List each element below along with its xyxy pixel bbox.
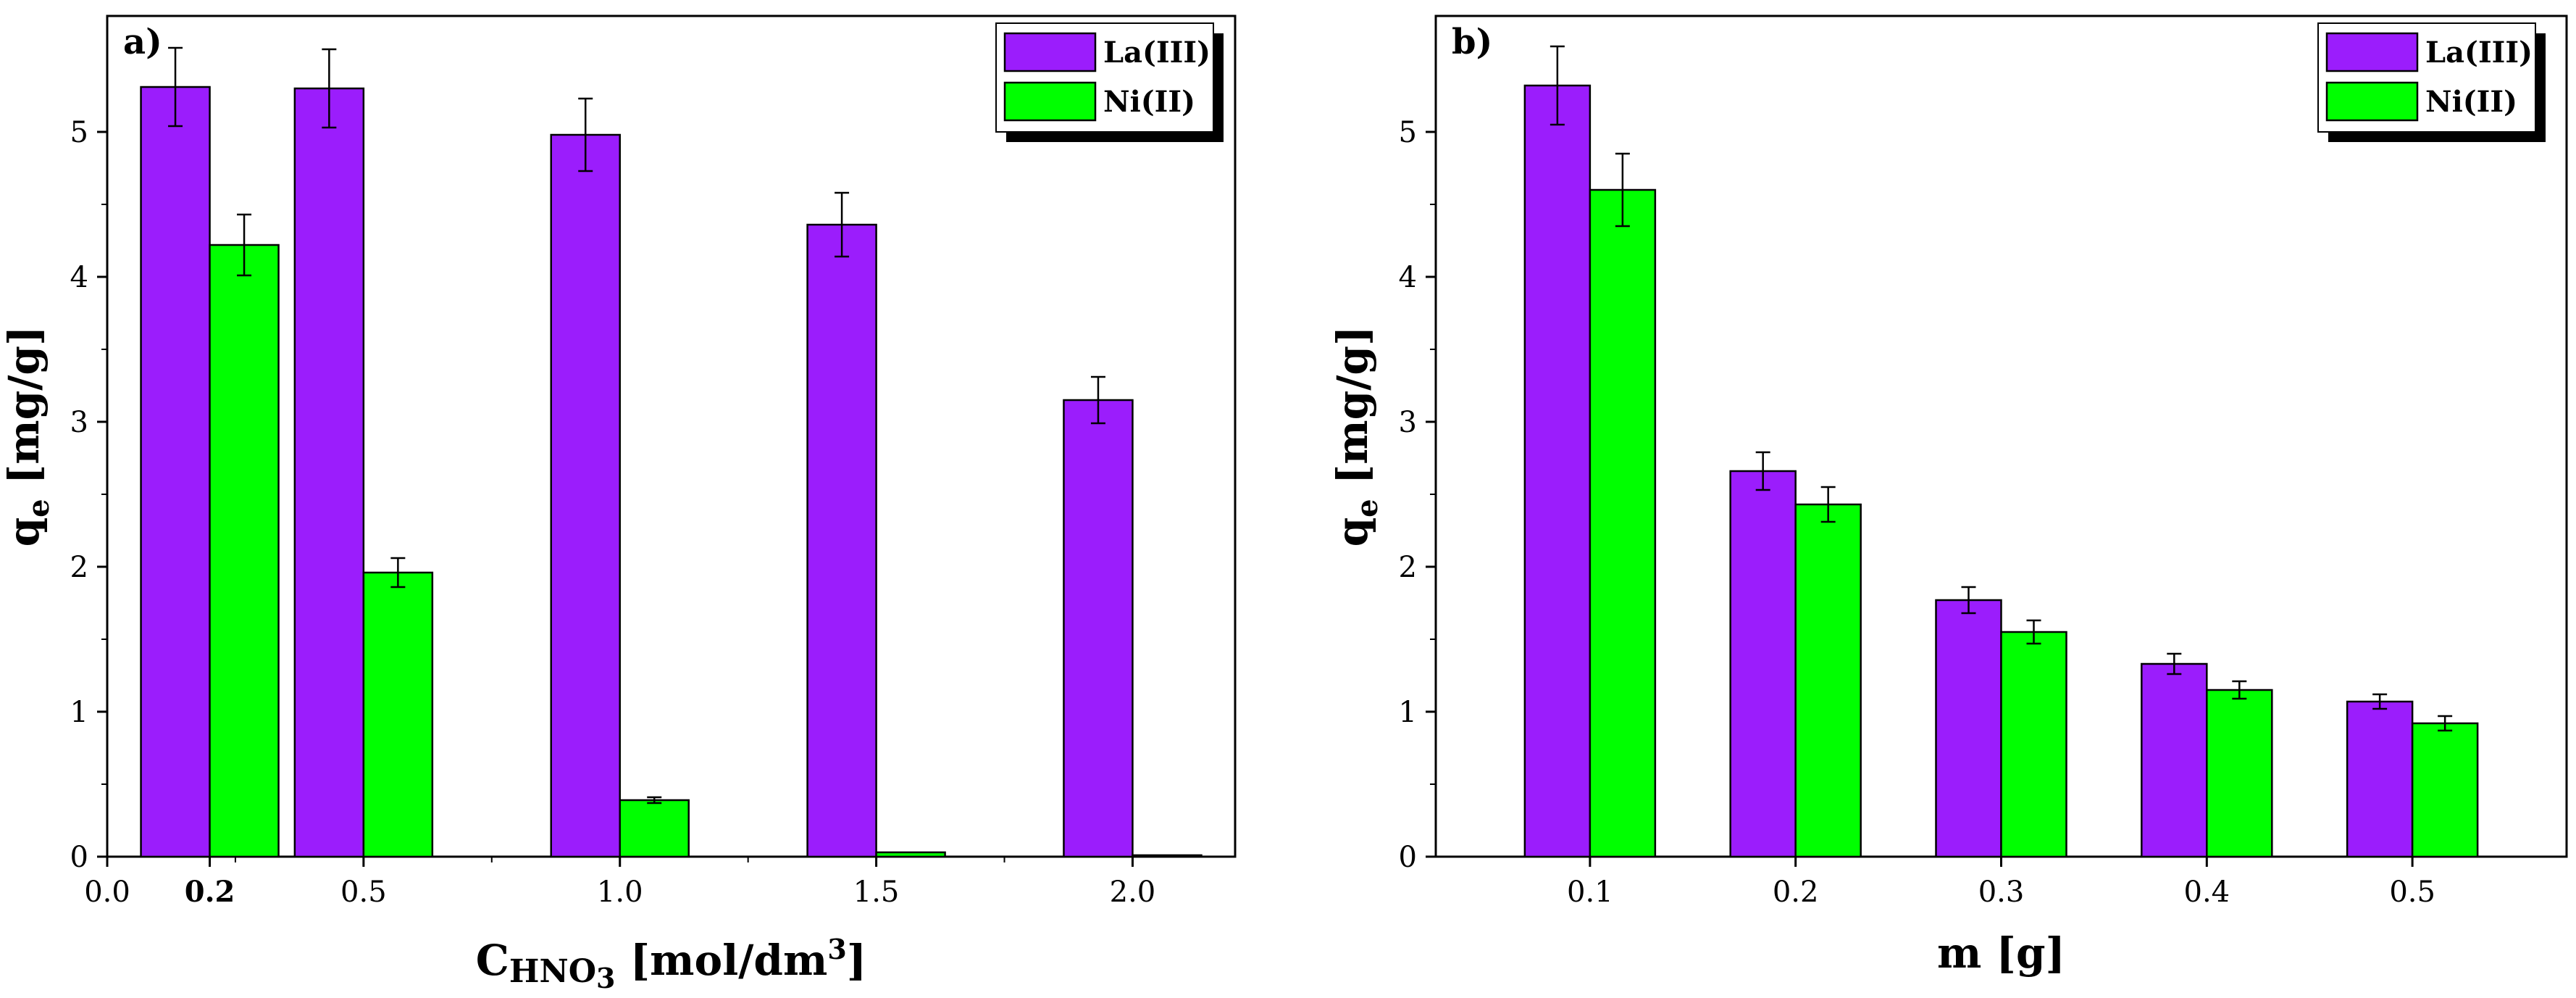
bar-ni bbox=[875, 851, 946, 858]
legend-swatch-ni bbox=[2325, 81, 2419, 122]
panel-label: b) bbox=[1452, 22, 1492, 62]
x-tick-label: 1.5 bbox=[853, 876, 900, 909]
y-axis-title: qe [mg/g] bbox=[0, 326, 56, 547]
y-tick-label: 1 bbox=[70, 696, 88, 729]
legend-label-ni: Ni(II) bbox=[1103, 85, 1195, 119]
y-axis-title-unit: [mg/g] bbox=[1328, 326, 1377, 499]
x-tick-label-extra: 0.2 bbox=[185, 875, 235, 909]
bar-ni bbox=[1132, 854, 1203, 858]
x-tick-label: 2.0 bbox=[1110, 876, 1156, 909]
bar-ni bbox=[2000, 631, 2067, 858]
bar-ni bbox=[619, 799, 690, 858]
y-axis-title-unit: [mg/g] bbox=[0, 326, 49, 499]
bar-ni bbox=[2206, 689, 2273, 858]
y-tick-label: 5 bbox=[70, 116, 88, 149]
y-tick-label: 4 bbox=[1399, 261, 1417, 294]
y-tick-label: 2 bbox=[1399, 551, 1417, 584]
y-tick-label: 1 bbox=[1399, 696, 1417, 729]
bar-ni bbox=[209, 244, 280, 858]
panel-label: a) bbox=[123, 22, 162, 62]
bar-la bbox=[140, 86, 211, 858]
x-axis-title-c: C bbox=[476, 936, 509, 985]
x-tick-label: 0.1 bbox=[1567, 876, 1613, 909]
bar-la bbox=[1935, 599, 2002, 858]
bar-ni bbox=[1794, 503, 1862, 858]
bar-la bbox=[550, 133, 621, 858]
y-axis-title: qe [mg/g] bbox=[1328, 326, 1384, 547]
x-axis-title-sub3: 3 bbox=[596, 962, 615, 994]
x-tick-label: 0.2 bbox=[1773, 876, 1819, 909]
y-tick-label: 3 bbox=[1399, 406, 1417, 439]
x-tick-label: 0.5 bbox=[340, 876, 387, 909]
x-tick-label: 0.3 bbox=[1978, 876, 2025, 909]
bar-la bbox=[806, 223, 877, 858]
y-axis-title-sub: e bbox=[1350, 499, 1384, 517]
y-tick-label: 4 bbox=[70, 261, 88, 294]
bar-la bbox=[2346, 700, 2414, 858]
x-axis-title: m [g] bbox=[1937, 928, 2065, 978]
x-axis-title-unit: [mol/dm bbox=[616, 936, 828, 985]
bar-ni bbox=[362, 571, 434, 858]
y-axis-title-sub: e bbox=[22, 499, 56, 517]
legend-label-la: La(III) bbox=[2425, 36, 2533, 70]
y-tick-label: 0 bbox=[1399, 841, 1417, 874]
bar-ni bbox=[1589, 188, 1657, 858]
panel-a-chart: 0 1 2 3 4 5 a) qe [mg/g] La(III) Ni(II) 0.0 0.5 1.0 1… bbox=[0, 14, 1237, 994]
legend-label-ni: Ni(II) bbox=[2425, 85, 2517, 119]
bar-la bbox=[1523, 84, 1592, 858]
y-tick-label: 3 bbox=[70, 406, 88, 439]
x-tick-label: 0.4 bbox=[2184, 876, 2230, 909]
legend-swatch-la bbox=[2325, 32, 2419, 72]
bar-la bbox=[1063, 399, 1134, 858]
x-axis-title-hno: HNO bbox=[509, 953, 596, 990]
bar-la bbox=[1729, 470, 1797, 858]
legend-swatch-ni bbox=[1003, 81, 1097, 122]
x-axis-title-sup3: 3 bbox=[827, 933, 846, 965]
x-tick-label: 0.0 bbox=[84, 876, 130, 909]
legend-label-la: La(III) bbox=[1103, 36, 1210, 70]
bar-ni bbox=[2411, 722, 2479, 858]
x-tick-label: 0.5 bbox=[2389, 876, 2435, 909]
bar-la bbox=[2141, 662, 2208, 858]
legend-swatch-la bbox=[1003, 32, 1097, 72]
x-tick-label: 1.0 bbox=[597, 876, 643, 909]
x-axis-title: CHNO3 [mol/dm3] bbox=[476, 933, 867, 994]
y-axis-title-main: q bbox=[1328, 517, 1377, 547]
x-axis-title-bracket: ] bbox=[847, 936, 866, 985]
bar-la bbox=[293, 87, 365, 858]
panel-b-chart: 0 1 2 3 4 5 b) qe [mg/g] La(III) Ni(II) 0.1 0.2 0.3 0… bbox=[1328, 14, 2568, 978]
y-tick-label: 0 bbox=[70, 841, 88, 874]
y-axis-title-main: q bbox=[0, 517, 49, 547]
y-tick-label: 5 bbox=[1399, 116, 1417, 149]
y-tick-label: 2 bbox=[70, 551, 88, 584]
